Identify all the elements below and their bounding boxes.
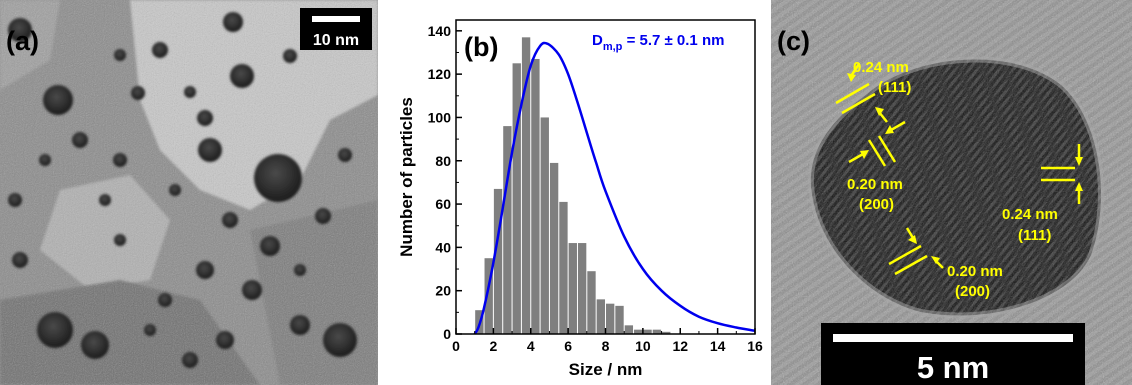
- panel-c-label: (c): [777, 26, 810, 56]
- fringe-line: [894, 254, 928, 276]
- y-tick-label: 140: [428, 23, 452, 39]
- lattice-annotation-labels: 0.24 nm (111) 0.20 nm (200) 0.24 nm (111…: [847, 59, 1058, 300]
- x-tick-label: 0: [452, 338, 460, 354]
- histogram-bar: [559, 201, 568, 334]
- arrow-head-icon: [860, 150, 869, 159]
- hrtem-image-c: (c): [771, 0, 1132, 385]
- fit-curve: [473, 41, 756, 335]
- arrow-head-icon: [885, 125, 894, 134]
- x-tick-label: 16: [747, 338, 763, 354]
- x-axis-ticks: 0 2 4 6 8 10 12 14 16: [452, 328, 763, 354]
- y-tick-label: 60: [435, 196, 451, 212]
- panel-b-label: (b): [464, 32, 498, 62]
- fringe-line: [835, 82, 870, 105]
- hrtem-image-panel-c: (c): [771, 0, 1132, 385]
- y-tick-label: 120: [428, 66, 452, 82]
- arrow-line: [849, 63, 861, 77]
- nanoparticle-lattice: [810, 59, 1101, 316]
- annotation-plane: (111): [1018, 227, 1051, 244]
- fringe-line: [867, 139, 887, 167]
- y-tick-label: 0: [443, 326, 451, 342]
- x-tick-label: 2: [489, 338, 497, 354]
- histogram-bar: [634, 329, 643, 334]
- arrow-line: [905, 227, 915, 239]
- histogram-bar: [615, 305, 624, 334]
- arrow-head-icon: [1075, 157, 1083, 166]
- fit-annotation-symbol: D: [592, 32, 603, 49]
- annotation-spacing: 0.24 nm: [1002, 206, 1058, 223]
- y-tick-label: 80: [435, 153, 451, 169]
- scale-bar-a-label: 10 nm: [313, 32, 359, 49]
- x-tick-label: 6: [564, 338, 572, 354]
- tem-image-a: (a) 10 nm: [0, 0, 378, 385]
- fringe-line: [888, 244, 922, 266]
- nanoparticles: [8, 12, 357, 368]
- fringe-line: [841, 92, 876, 115]
- annotation-spacing: 0.20 nm: [947, 263, 1003, 280]
- y-tick-label: 100: [428, 109, 452, 125]
- x-axis-label: Size / nm: [569, 360, 643, 379]
- histogram-bar: [643, 329, 652, 334]
- histogram-bars: [475, 37, 671, 335]
- histogram-bar: [503, 126, 512, 334]
- arrow-head-icon: [875, 107, 884, 116]
- arrow-head-icon: [931, 256, 940, 264]
- size-distribution-chart: 0 2 4 6 8 10 12 14 16 0 20 40 60 80 100 120 140 Size / …: [397, 19, 763, 379]
- arrow-line: [936, 261, 944, 269]
- arrow-head-icon: [908, 235, 917, 244]
- histogram-bar: [587, 271, 596, 334]
- histogram-bar: [549, 162, 559, 334]
- histogram-bar: [662, 331, 671, 334]
- annotation-plane: (200): [859, 196, 894, 213]
- scale-bar-a: 10 nm: [300, 8, 372, 50]
- arrow-line: [890, 120, 906, 132]
- panel-a-label: (a): [6, 26, 39, 56]
- histogram-bar: [624, 325, 634, 334]
- histogram-bar: [652, 329, 662, 334]
- y-tick-label: 20: [435, 283, 451, 299]
- annotation-spacing: 0.20 nm: [847, 176, 903, 193]
- fit-annotation: Dm,p = 5.7 ± 0.1 nm: [592, 32, 724, 53]
- fringe-line: [877, 135, 897, 163]
- histogram-bar: [606, 303, 615, 334]
- arrow-head-icon: [847, 73, 856, 82]
- histogram-bar: [493, 188, 503, 334]
- tem-image-panel-a: (a) 10 nm: [0, 0, 378, 385]
- scale-bar-c-label: 5 nm: [917, 350, 989, 385]
- x-tick-label: 14: [710, 338, 726, 354]
- histogram-bar: [521, 37, 531, 335]
- scale-bar-c: 5 nm: [821, 323, 1085, 385]
- fit-annotation-value: = 5.7 ± 0.1 nm: [622, 32, 724, 49]
- histogram-bar: [531, 58, 540, 334]
- y-tick-label: 40: [435, 239, 451, 255]
- arrow-line: [848, 152, 864, 164]
- x-tick-label: 10: [635, 338, 651, 354]
- annotation-plane: (111): [878, 79, 911, 96]
- annotation-spacing: 0.24 nm: [853, 59, 909, 76]
- x-tick-label: 4: [527, 338, 535, 354]
- fit-annotation-subscript: m,p: [603, 41, 623, 53]
- annotation-plane: (200): [955, 283, 990, 300]
- y-axis-ticks: 0 20 40 60 80 100 120 140: [428, 23, 462, 342]
- x-tick-label: 8: [602, 338, 610, 354]
- histogram-bar: [512, 63, 521, 335]
- histogram-panel-b: 0 2 4 6 8 10 12 14 16 0 20 40 60 80 100 120 140 Size / …: [379, 0, 769, 385]
- histogram-bar: [577, 243, 587, 334]
- y-axis-label: Number of particles: [397, 97, 416, 257]
- histogram-bar: [484, 258, 493, 334]
- x-tick-label: 12: [672, 338, 688, 354]
- lattice-annotations: [835, 63, 1083, 276]
- arrow-head-icon: [1075, 182, 1083, 191]
- histogram-bar: [540, 117, 549, 334]
- histogram-bar: [568, 243, 577, 334]
- histogram-bar: [596, 299, 605, 334]
